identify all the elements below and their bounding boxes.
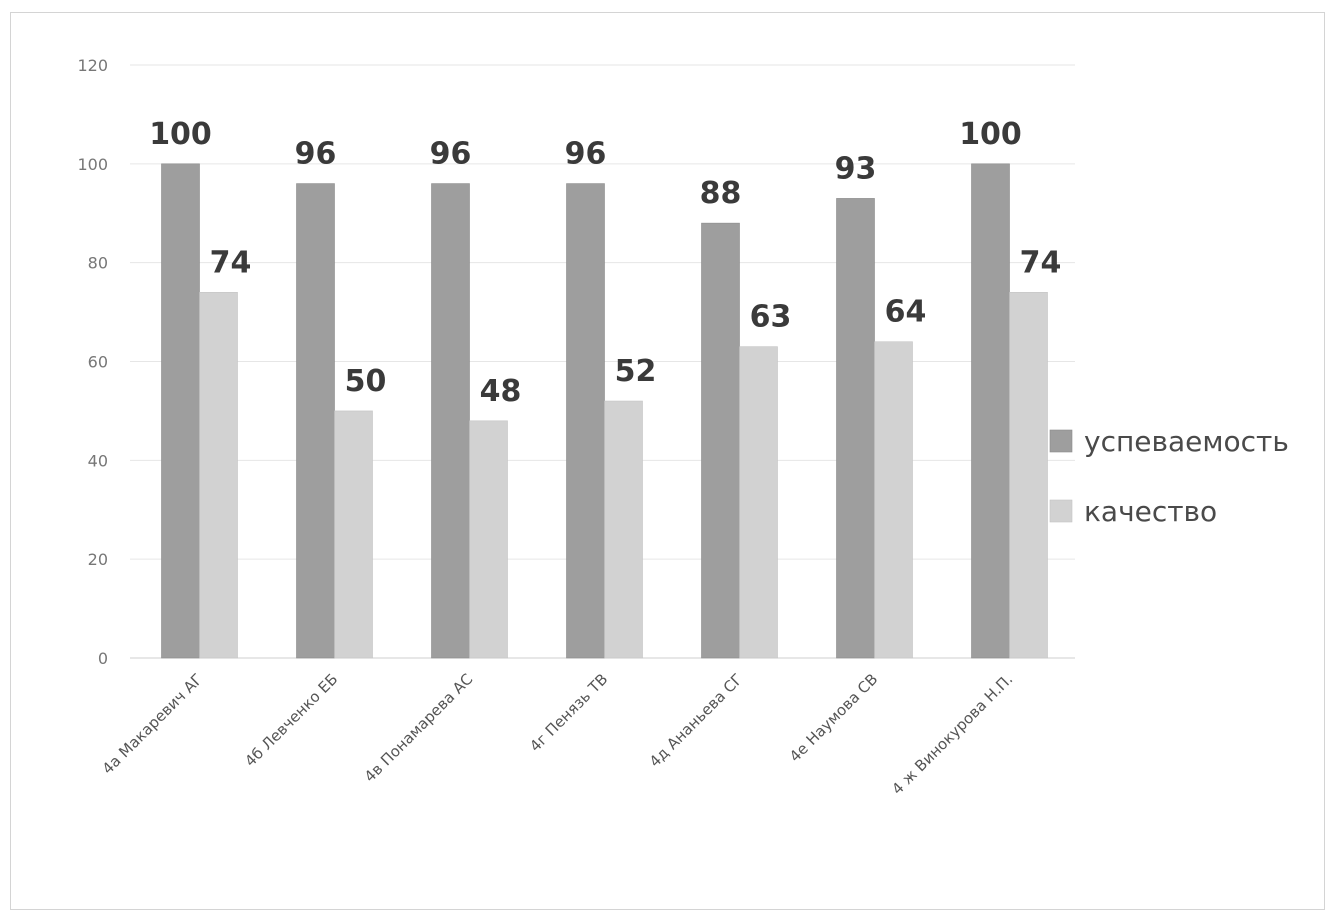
bar: [431, 183, 470, 659]
bar: [836, 198, 875, 659]
bar: [296, 183, 335, 659]
data-label: 64: [885, 295, 927, 330]
y-tick-label: 60: [88, 353, 108, 372]
data-label: 96: [430, 137, 472, 172]
bar: [701, 222, 740, 659]
bar: [874, 341, 913, 659]
bar: [199, 292, 238, 659]
data-label: 63: [750, 300, 792, 335]
x-tick-label: 4в Понамарева АС: [361, 670, 477, 786]
legend-swatch: [1049, 429, 1073, 453]
data-label: 48: [480, 374, 522, 409]
data-label: 74: [1020, 245, 1062, 280]
data-label: 52: [615, 354, 657, 389]
x-tick-label: 4г Пенязь ТВ: [526, 670, 611, 755]
bar: [161, 163, 200, 659]
y-axis: 0 20 40 60 80 100 120: [77, 56, 108, 668]
x-axis: 4а Макаревич АГ 4б Левченко ЕБ 4в Понамаре…: [99, 670, 1017, 798]
bar: [739, 346, 778, 659]
gridlines: [130, 64, 1075, 659]
data-label: 100: [149, 117, 212, 152]
legend-label: качество: [1084, 495, 1217, 528]
y-tick-label: 40: [88, 451, 108, 470]
bar: [604, 400, 643, 659]
x-tick-label: 4е Наумова СВ: [786, 670, 881, 765]
data-label: 96: [565, 137, 607, 172]
bar: [971, 163, 1010, 659]
y-tick-label: 80: [88, 254, 108, 273]
x-tick-label: 4 ж Винокурова Н.П.: [888, 670, 1016, 798]
data-label: 50: [345, 364, 387, 399]
bar: [566, 183, 605, 659]
bar: [1009, 292, 1048, 659]
bar: [334, 410, 373, 659]
data-label: 74: [210, 245, 252, 280]
y-tick-label: 100: [77, 155, 108, 174]
legend-label: успеваемость: [1084, 425, 1289, 458]
bars: [161, 163, 1048, 659]
y-tick-label: 120: [77, 56, 108, 75]
legend-swatch: [1049, 499, 1073, 523]
bar: [469, 420, 508, 659]
data-label: 88: [700, 176, 742, 211]
y-tick-label: 0: [98, 649, 108, 668]
legend: успеваемость качество: [1049, 425, 1289, 528]
data-label: 93: [835, 151, 877, 186]
data-label: 100: [959, 117, 1022, 152]
y-tick-label: 20: [88, 550, 108, 569]
chart-frame: [10, 12, 1325, 910]
data-label: 96: [295, 137, 337, 172]
data-labels: 100 74 96 50 96 48 96 52 88 63 93 64 100 74: [149, 117, 1061, 409]
x-tick-label: 4б Левченко ЕБ: [241, 670, 341, 770]
x-tick-label: 4д Ананьева СГ: [646, 670, 747, 771]
x-tick-label: 4а Макаревич АГ: [99, 670, 207, 778]
